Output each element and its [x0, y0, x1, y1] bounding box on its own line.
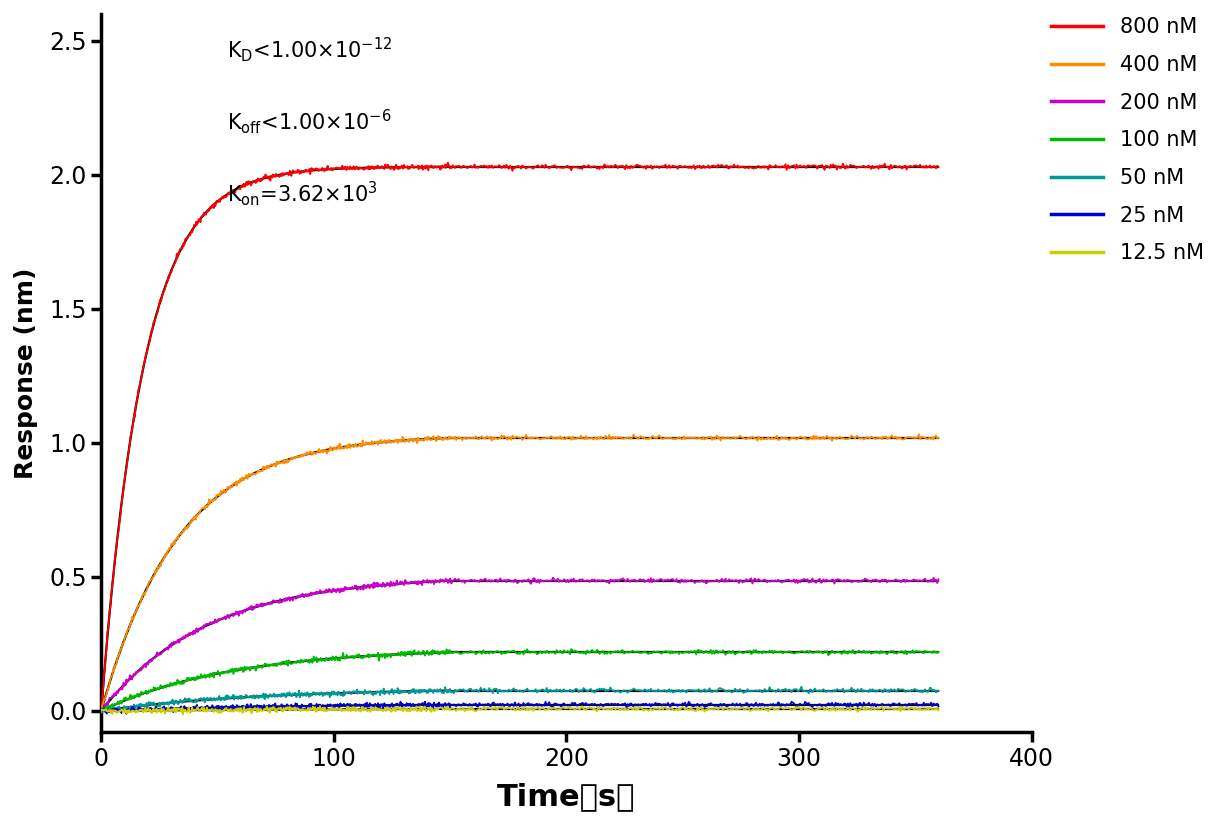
Text: K$_{\rm off}$<1.00×10$^{-6}$: K$_{\rm off}$<1.00×10$^{-6}$ — [227, 107, 391, 136]
Legend: 800 nM, 400 nM, 200 nM, 100 nM, 50 nM, 25 nM, 12.5 nM: 800 nM, 400 nM, 200 nM, 100 nM, 50 nM, 2… — [1051, 17, 1203, 263]
Text: K$_{\rm D}$<1.00×10$^{-12}$: K$_{\rm D}$<1.00×10$^{-12}$ — [227, 35, 392, 64]
Y-axis label: Response (nm): Response (nm) — [13, 267, 38, 478]
X-axis label: Time（s）: Time（s） — [497, 782, 636, 811]
Text: K$_{\rm on}$=3.62×10$^{3}$: K$_{\rm on}$=3.62×10$^{3}$ — [227, 179, 378, 208]
